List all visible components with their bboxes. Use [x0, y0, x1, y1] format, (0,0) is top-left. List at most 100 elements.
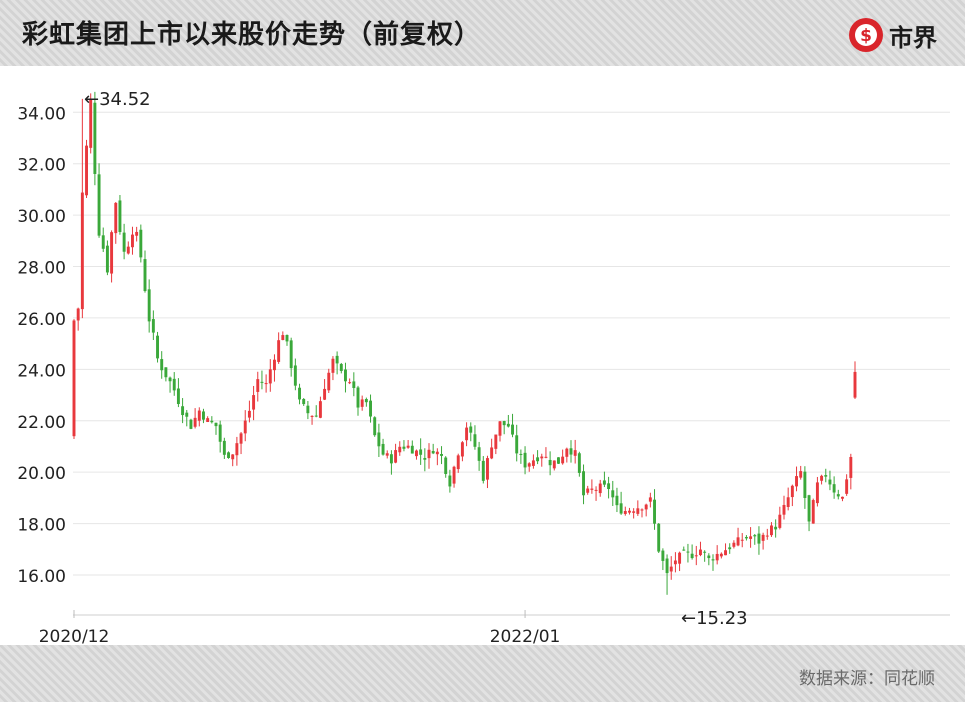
candle-body — [306, 405, 310, 414]
candle-body — [222, 440, 226, 455]
candle-body — [761, 534, 765, 541]
y-tick-label: 22.00 — [17, 413, 66, 433]
candle-body — [632, 511, 636, 513]
candle-body — [435, 451, 439, 455]
candle-body — [749, 536, 753, 539]
candle-body — [490, 447, 494, 459]
candle-body — [544, 456, 548, 458]
candle-body — [143, 259, 147, 292]
y-tick-label: 26.00 — [17, 310, 66, 330]
candle-body — [260, 381, 264, 383]
candle-body — [686, 551, 690, 553]
candle-body — [364, 399, 368, 403]
candle-body — [427, 449, 431, 459]
candle-body — [327, 372, 331, 391]
axes: 16.00 18.00 20.00 22.00 24.00 26.00 28.00 30.00… — [17, 104, 950, 645]
candle-body — [398, 446, 402, 453]
candle-body — [318, 401, 322, 418]
x-tick-label: 2022/01 — [490, 627, 561, 645]
candle-body — [293, 365, 297, 386]
candle-body — [594, 489, 598, 491]
candle-body — [373, 417, 377, 436]
candle-body — [707, 555, 711, 559]
data-source-label: 数据来源：同花顺 — [799, 669, 935, 689]
candle-body — [682, 549, 686, 551]
candle-body — [85, 145, 88, 196]
candle-body — [640, 509, 644, 511]
candle-body — [669, 566, 673, 572]
y-tick-label: 32.00 — [17, 156, 66, 176]
y-tick-label: 30.00 — [17, 207, 66, 227]
candle-body — [657, 523, 661, 552]
candle-body — [527, 463, 531, 467]
candle-body — [114, 202, 118, 234]
logo-text: 市界 — [889, 23, 937, 52]
candle-body — [256, 379, 260, 392]
candle-body — [160, 359, 164, 371]
candle-body — [845, 479, 849, 494]
candle-body — [135, 231, 139, 236]
candle-body — [72, 320, 76, 437]
candle-body — [172, 378, 176, 391]
candle-body — [665, 558, 669, 574]
candle-body — [168, 377, 172, 382]
candle-body — [122, 232, 126, 252]
candle-body — [477, 447, 481, 461]
candle-body — [406, 445, 410, 448]
title-band: 彩虹集团上市以来股价走势（前复权） $ 市界 — [0, 0, 965, 66]
candle-body — [456, 455, 460, 470]
y-tick-label: 28.00 — [17, 259, 66, 279]
candle-body — [582, 471, 585, 496]
candle-body — [690, 553, 694, 559]
candle-body — [377, 432, 381, 447]
candle-body — [473, 434, 477, 447]
candle-body — [126, 246, 130, 254]
candle-body — [110, 232, 114, 274]
candle-body — [719, 553, 723, 557]
candle-body — [247, 410, 251, 418]
candle-body — [76, 308, 80, 321]
candle-body — [557, 457, 560, 464]
candle-body — [243, 420, 247, 434]
candle-body — [498, 421, 502, 436]
candle-body — [853, 371, 857, 398]
candle-body — [164, 367, 168, 378]
candle-body — [185, 412, 189, 417]
candle-body — [101, 235, 105, 249]
candle-body — [264, 383, 268, 385]
candle-body — [673, 560, 677, 565]
candle-body — [552, 460, 556, 469]
candle-body — [561, 456, 565, 464]
candle-body — [699, 549, 702, 556]
candle-body — [385, 453, 389, 456]
candle-body — [206, 418, 210, 423]
candle-body — [661, 550, 665, 561]
candle-body — [331, 358, 335, 373]
candle-body — [678, 552, 682, 564]
candle-body — [486, 458, 489, 480]
candle-body — [402, 446, 406, 449]
candle-body — [394, 450, 398, 463]
candle-body — [105, 245, 109, 273]
candle-body — [181, 406, 185, 416]
candle-body — [807, 495, 811, 522]
candle-body — [573, 450, 577, 456]
candle-body — [415, 450, 418, 457]
candle-body — [210, 420, 214, 423]
candle-body — [615, 495, 619, 506]
candle-body — [841, 496, 844, 499]
candle-body — [281, 335, 285, 341]
candle-body — [302, 399, 306, 405]
candle-body — [548, 459, 552, 466]
candle-body — [849, 456, 853, 478]
candle-body — [740, 539, 744, 541]
candle-body — [757, 533, 761, 544]
candle-body — [481, 460, 485, 481]
candle-body — [277, 340, 281, 362]
grid-lines — [73, 111, 950, 576]
candle-body — [736, 537, 740, 546]
candle-body — [536, 457, 540, 462]
candle-body — [139, 229, 143, 258]
candle-body — [93, 102, 97, 174]
candle-body — [419, 449, 423, 455]
